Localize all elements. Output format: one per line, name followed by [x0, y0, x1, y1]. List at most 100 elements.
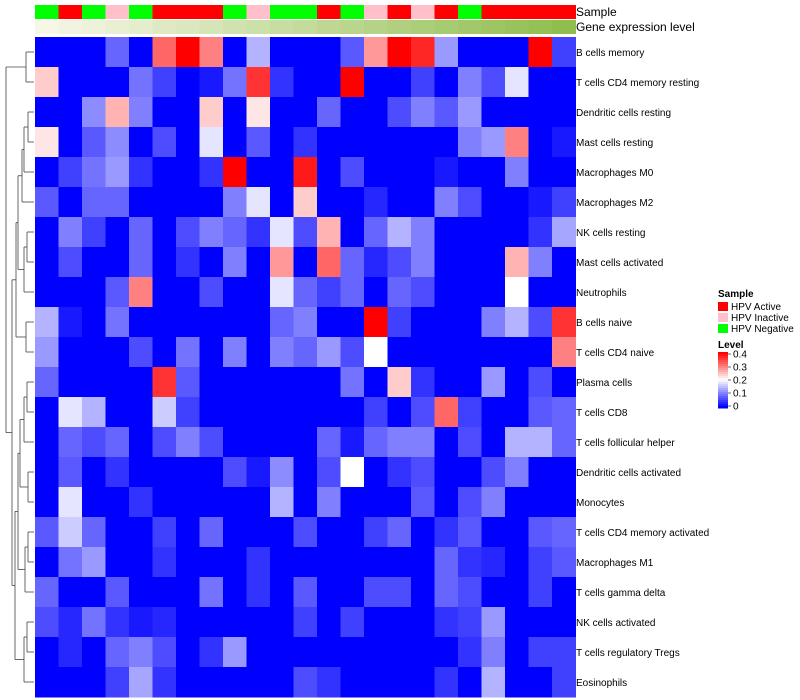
heatmap-cell — [528, 487, 553, 518]
heatmap-cell — [246, 157, 271, 188]
legend-item-label: HPV Negative — [731, 324, 794, 335]
heatmap-cell — [58, 427, 83, 458]
annotation-label-sample: Sample — [576, 5, 617, 19]
heatmap-cell — [528, 67, 553, 98]
heatmap-cell — [223, 37, 247, 68]
heatmap-cell — [364, 457, 388, 488]
heatmap-cell — [82, 427, 106, 458]
sample-annotation-cell — [411, 5, 435, 19]
heatmap-cell — [246, 547, 271, 578]
heatmap-cell — [434, 427, 459, 458]
heatmap-cell — [152, 607, 177, 638]
legend-color-step — [718, 360, 728, 363]
heatmap-cell — [293, 427, 318, 458]
heatmap-cell — [528, 157, 553, 188]
legend-tick-label: 0.2 — [733, 376, 747, 387]
heatmap-cell — [105, 457, 130, 488]
heatmap-cell — [505, 607, 529, 638]
heatmap-cell — [481, 547, 506, 578]
heatmap-cell — [129, 97, 153, 128]
expression-level-cell — [528, 20, 553, 34]
heatmap-cell — [223, 637, 247, 668]
heatmap-cell — [58, 247, 83, 278]
heatmap-cell — [293, 637, 318, 668]
heatmap-cell — [82, 337, 106, 368]
heatmap-cell — [105, 577, 130, 608]
heatmap-cell — [387, 247, 412, 278]
heatmap-cell — [364, 247, 388, 278]
heatmap-cell — [152, 637, 177, 668]
heatmap-cell — [223, 307, 247, 338]
heatmap-cell — [434, 637, 459, 668]
heatmap-cell — [528, 37, 553, 68]
heatmap-cell — [411, 247, 435, 278]
heatmap-cell — [58, 67, 83, 98]
heatmap-cell — [505, 157, 529, 188]
heatmap-cell — [199, 67, 224, 98]
legend-color-step — [718, 396, 728, 399]
heatmap-cell — [293, 217, 318, 248]
heatmap-cell — [199, 367, 224, 398]
heatmap-cell — [387, 517, 412, 548]
heatmap-cell — [270, 277, 294, 308]
heatmap-cell — [293, 187, 318, 218]
heatmap-cell — [82, 187, 106, 218]
heatmap-cell — [434, 457, 459, 488]
heatmap-cell — [505, 37, 529, 68]
heatmap-cell — [458, 247, 482, 278]
heatmap-cell — [481, 277, 506, 308]
heatmap-cell — [199, 667, 224, 698]
sample-annotation-cell — [505, 5, 529, 19]
heatmap-cell — [458, 37, 482, 68]
heatmap-cell — [505, 397, 529, 428]
heatmap-cell — [129, 517, 153, 548]
heatmap-cell — [246, 307, 271, 338]
heatmap-cell — [199, 487, 224, 518]
heatmap-cell — [552, 247, 576, 278]
heatmap-cell — [387, 217, 412, 248]
heatmap-cell — [58, 667, 83, 698]
heatmap-cell — [105, 337, 130, 368]
heatmap-cell — [481, 397, 506, 428]
heatmap-cell — [129, 577, 153, 608]
legend-color-step — [718, 392, 728, 395]
heatmap-cell — [270, 577, 294, 608]
heatmap-cell — [105, 487, 130, 518]
sample-annotation-cell — [152, 5, 177, 19]
heatmap-cell — [223, 337, 247, 368]
heatmap-cell — [105, 637, 130, 668]
heatmap-cell — [528, 397, 553, 428]
heatmap-cell — [481, 667, 506, 698]
heatmap-cell — [223, 667, 247, 698]
heatmap-cell — [293, 37, 318, 68]
legend-swatch — [718, 324, 728, 333]
heatmap-cell — [317, 337, 341, 368]
heatmap-cell — [552, 397, 576, 428]
heatmap-cell — [317, 187, 341, 218]
heatmap-cell — [223, 217, 247, 248]
heatmap-cell — [528, 217, 553, 248]
heatmap-cell — [317, 577, 341, 608]
heatmap-cell — [434, 97, 459, 128]
heatmap-cell — [58, 607, 83, 638]
heatmap-cell — [246, 217, 271, 248]
heatmap-cell — [505, 547, 529, 578]
heatmap-cell — [434, 397, 459, 428]
expression-level-cell — [458, 20, 482, 34]
expression-level-cell — [270, 20, 294, 34]
heatmap-cell — [176, 637, 200, 668]
heatmap-cell — [387, 607, 412, 638]
heatmap-cell — [293, 367, 318, 398]
heatmap-cell — [387, 67, 412, 98]
heatmap-cell — [223, 547, 247, 578]
heatmap-cell — [340, 157, 365, 188]
heatmap-cell — [35, 427, 59, 458]
heatmap-cell — [387, 667, 412, 698]
legend-sample-title: Sample — [718, 289, 754, 300]
heatmap-cell — [434, 667, 459, 698]
expression-level-cell — [105, 20, 130, 34]
heatmap-cell — [293, 397, 318, 428]
heatmap-cell — [58, 187, 83, 218]
sample-annotation-cell — [176, 5, 200, 19]
heatmap-cell — [270, 367, 294, 398]
